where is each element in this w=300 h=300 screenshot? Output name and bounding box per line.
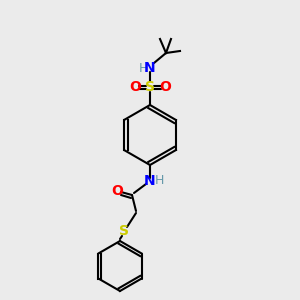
Text: N: N: [144, 174, 156, 188]
Text: S: S: [119, 224, 129, 238]
Text: S: S: [145, 80, 155, 94]
Text: O: O: [159, 80, 171, 94]
Text: H: H: [154, 175, 164, 188]
Text: O: O: [111, 184, 123, 198]
Text: H: H: [138, 61, 148, 74]
Text: N: N: [144, 61, 156, 75]
Text: O: O: [129, 80, 141, 94]
